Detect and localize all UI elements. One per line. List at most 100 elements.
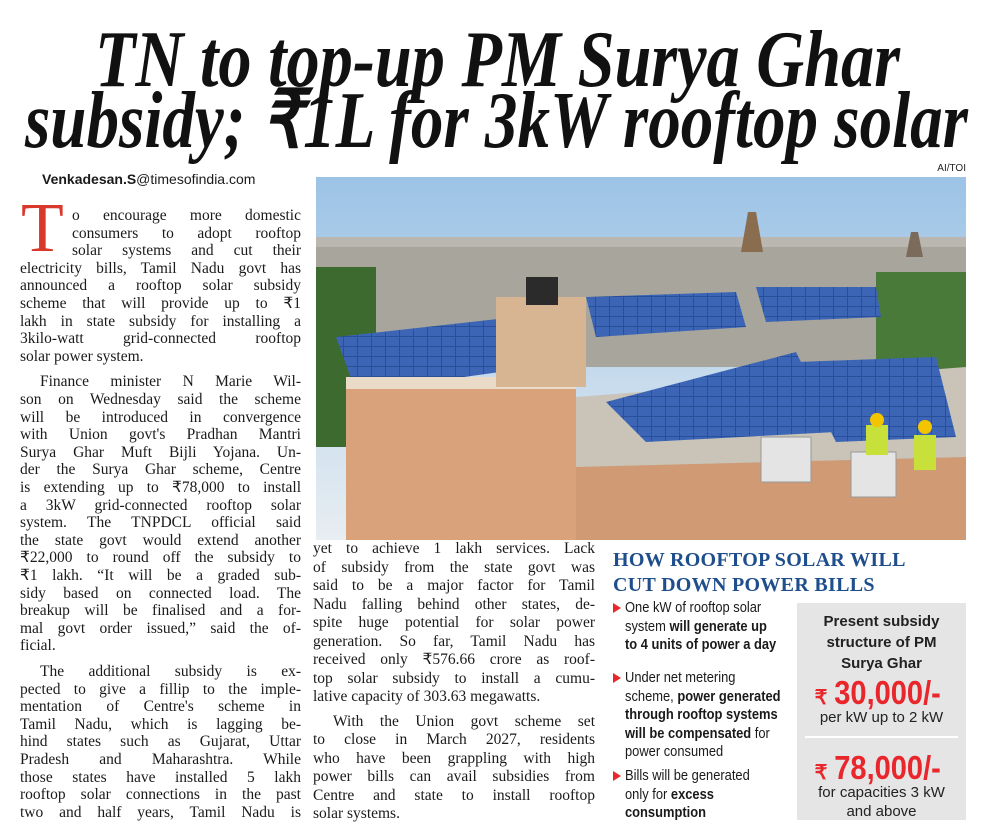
bullet-text: scheme, (625, 687, 678, 705)
body-line: will be introduced in convergence (20, 408, 301, 426)
body-line: two and half years, Tamil Nadu is (20, 803, 301, 821)
body-line: announced a rooftop solar subsidy (20, 277, 301, 295)
bullet-text: for (751, 724, 770, 742)
byline-name: Venkadesan.S (42, 171, 137, 187)
byline-email: @timesofindia.com (136, 171, 256, 187)
amount: 30,000/- (834, 674, 942, 711)
body-line: o encourage more domestic (72, 207, 301, 224)
drop-cap: T (21, 190, 64, 267)
body-line: spite huge potential for solar power (313, 614, 595, 631)
body-line: ficial. (20, 637, 56, 655)
headline-line: subsidy; ₹1L for 3kW rooftop solar (24, 77, 969, 165)
bullet-marker (613, 603, 621, 613)
body-line: solar power system. (20, 347, 144, 365)
box-title: structure of PM (826, 634, 937, 651)
bullet-text-bold: excess (670, 785, 714, 803)
body-line: With the Union govt scheme set (333, 712, 595, 730)
body-line: consumers to adopt rooftop (72, 224, 301, 242)
body-line: lakh in state subsidy for installing a (20, 312, 301, 330)
body-line: those states have installed 5 lakh (20, 768, 301, 786)
bullet-text-bold: to 4 units of power a day (625, 636, 777, 653)
headline-area: TN to top-up PM Surya Ghar subsidy; ₹1L … (24, 16, 969, 174)
subsidy-amount: ₹78,000/- (797, 750, 966, 793)
currency: ₹ (814, 687, 828, 709)
sidebar-heading: HOW ROOFTOP SOLAR WILL (613, 549, 906, 571)
body-line: generation. So far, Tamil Nadu has (313, 632, 595, 650)
body-line: is extending up to ₹78,000 to install (20, 479, 301, 496)
body-line: Finance minister N Marie Wil- (40, 373, 301, 391)
body-line: to close in March 2027, residents (313, 731, 595, 748)
body-line: electricity bills, Tamil Nadu govt has (20, 259, 301, 277)
photo (316, 177, 966, 540)
body-line: the state govt would extend another (20, 531, 301, 549)
body-line: ₹22,000 to round off the subsidy to (20, 549, 301, 567)
box-title: Surya Ghar (841, 655, 922, 672)
bullet-line: will be compensated for (625, 725, 770, 743)
body-line: rooftop solar connections in the past (20, 786, 301, 804)
body-line: 3kilo-watt grid-connected rooftop (20, 330, 301, 348)
bullet-text-bold: consumption (625, 804, 706, 821)
body-line: Pradesh and Maharashtra. While (20, 751, 301, 768)
body-line: hind states such as Gujarat, Uttar (20, 733, 301, 751)
bullet-text: power consumed (625, 743, 724, 760)
body-line: Centre and state to install rooftop (313, 786, 595, 804)
bullet-marker (613, 673, 621, 683)
body-line: solar systems. (313, 805, 400, 822)
bullet-marker (613, 771, 621, 781)
body-line: mal govt order issued,” said the of- (20, 619, 301, 637)
body-line: system. The TNPDCL official said (20, 514, 301, 532)
body-line: lative capacity of 303.63 megawatts. (313, 688, 541, 705)
box-title: Present subsidy (823, 613, 940, 630)
subsidy-note: per kW up to 2 kW (819, 709, 944, 726)
bullet-text-bold: will be compensated (625, 724, 752, 742)
bullet-line: One kW of rooftop solar (625, 599, 761, 617)
bullet-line: only for excess (625, 786, 714, 804)
body-line: pected to give a fillip to the imple- (20, 680, 301, 698)
body-line: received only ₹576.66 crore as roof- (313, 651, 595, 668)
bullet-text: only for (625, 785, 671, 803)
body-line: Surya Ghar Muft Bijli Yojana. Un- (20, 443, 301, 461)
body-line: The additional subsidy is ex- (40, 663, 301, 680)
amount: 78,000/- (834, 749, 942, 786)
body-line: Nadu falling behind other states, de- (313, 595, 595, 613)
body-line: sidy based on connected load. The (20, 584, 301, 602)
bullet-line: through rooftop systems (625, 706, 778, 724)
bullet-line: Bills will be generated (625, 767, 750, 785)
bullet-text: system (625, 617, 670, 635)
body-line: power bills can avail subsidies from (313, 768, 595, 785)
headline-line: TN to top-up PM Surya Ghar (95, 16, 901, 104)
body-line: with Union govt's Pradhan Mantri (20, 426, 301, 444)
body-line: of subsidy from the state govt was (313, 558, 595, 576)
body-line: a 3kW grid-connected rooftop solar (20, 496, 301, 514)
body-line: son on Wednesday said the scheme (20, 391, 301, 408)
bullet-text-bold: through rooftop systems (625, 706, 778, 723)
byline: Venkadesan.S@timesofindia.com (42, 171, 255, 187)
body-line: mentation of Centre's scheme in (20, 698, 301, 716)
subsidy-amount: ₹30,000/- (797, 675, 966, 718)
bullet-line: system will generate up (625, 618, 767, 636)
body-line: solar systems and cut their (72, 242, 301, 260)
bullet-text: Under net metering (625, 669, 736, 686)
bullet-text-bold: will generate up (669, 617, 767, 635)
body-line: top solar subsidy to install a cumu- (313, 669, 595, 687)
sidebar-heading: CUT DOWN POWER BILLS (613, 574, 875, 596)
bullet-text-bold: power generated (677, 687, 781, 705)
bullet-text: One kW of rooftop solar (625, 599, 762, 616)
subsidy-note: for capacities 3 kW (818, 784, 945, 801)
bullet-line: scheme, power generated (625, 688, 781, 706)
bullet-text: Bills will be generated (625, 767, 750, 784)
bullet-line: power consumed (625, 743, 723, 761)
body-line: scheme that will provide up to ₹1 (20, 295, 301, 312)
body-line: ₹1 lakh. “It will be a graded sub- (20, 567, 301, 584)
photo-credit: AI/TOI (937, 163, 966, 174)
currency: ₹ (814, 762, 828, 784)
bullet-line: consumption (625, 804, 706, 822)
body-line: yet to achieve 1 lakh services. Lack (313, 540, 595, 557)
subsidy-note: and above (846, 803, 917, 820)
body-line: breakup will be finalised and a for- (20, 602, 301, 620)
body-line: said to be a major factor for Tamil (313, 577, 595, 594)
body-line: Tamil Nadu, which is lagging be- (20, 715, 301, 733)
body-line: der the Surya Ghar scheme, Centre (20, 461, 301, 479)
bullet-line: Under net metering (625, 669, 735, 687)
